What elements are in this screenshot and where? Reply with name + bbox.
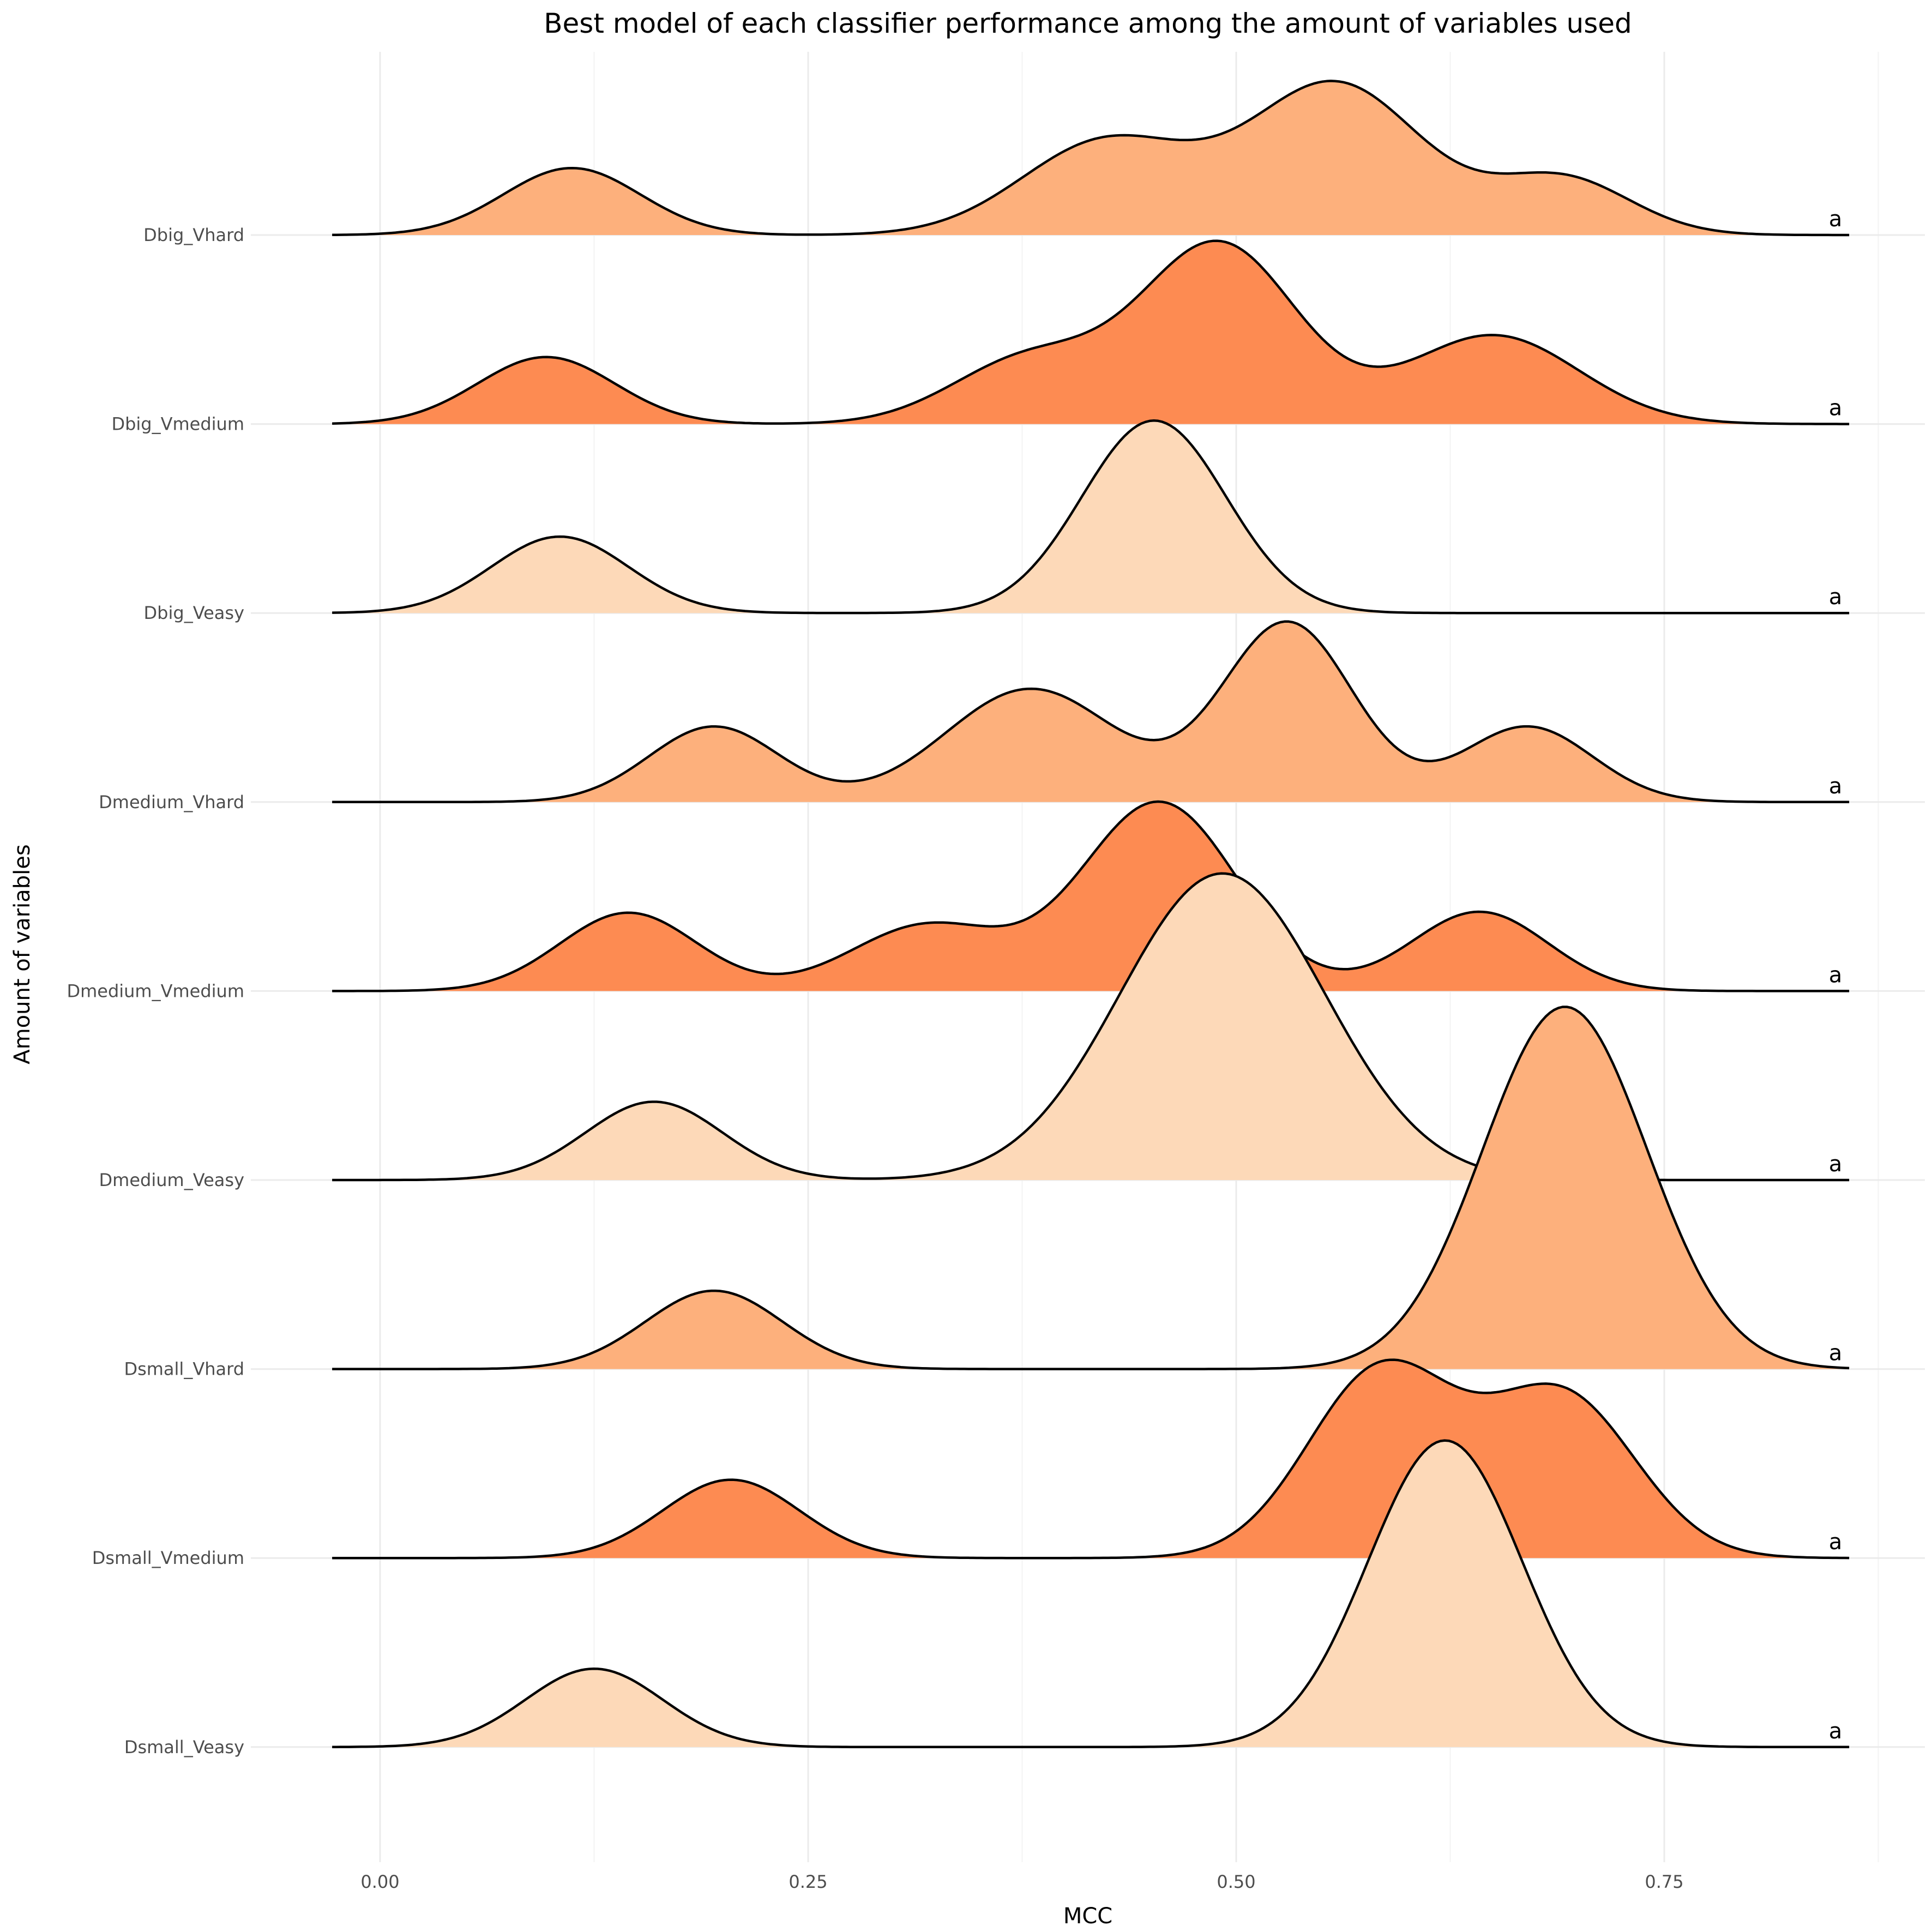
- ridge-Dbig_Veasy: [332, 419, 1850, 615]
- ridge-line-Dsmall_Vhard: [332, 1006, 1850, 1370]
- ridge-fill-Dbig_Vhard: [332, 81, 1850, 235]
- y-tick-Dsmall_Vmedium: Dsmall_Vmedium: [92, 1548, 244, 1568]
- y-tick-Dsmall_Vhard: Dsmall_Vhard: [124, 1359, 244, 1380]
- annotation-Dsmall_Veasy: a: [1829, 1719, 1843, 1744]
- y-tick-Dbig_Veasy: Dbig_Veasy: [144, 603, 244, 623]
- y-tick-Dmedium_Veasy: Dmedium_Veasy: [99, 1170, 244, 1190]
- ridge-line-Dbig_Vmedium: [332, 239, 1850, 425]
- ridge-line-Dmedium_Vhard: [332, 620, 1850, 804]
- ridge-Dmedium_Vmedium: [332, 800, 1850, 992]
- y-tick-Dmedium_Vhard: Dmedium_Vhard: [99, 792, 244, 812]
- ridge-fill-Dmedium_Vmedium: [332, 802, 1850, 991]
- x-tick-0.25: 0.25: [789, 1871, 827, 1892]
- ridge-Dmedium_Vhard: [332, 620, 1850, 804]
- x-axis-title: MCC: [1063, 1904, 1112, 1929]
- ridge-line-Dsmall_Vmedium: [332, 1358, 1850, 1560]
- ridge-Dsmall_Vhard: [332, 1006, 1850, 1370]
- ridge-fill-Dbig_Veasy: [332, 420, 1850, 613]
- y-tick-Dbig_Vhard: Dbig_Vhard: [143, 225, 244, 245]
- annotation-Dsmall_Vmedium: a: [1829, 1530, 1843, 1555]
- y-tick-Dbig_Vmedium: Dbig_Vmedium: [111, 414, 244, 435]
- y-axis-title: Amount of variables: [10, 844, 35, 1064]
- ridge-Dsmall_Veasy: [332, 1439, 1850, 1749]
- x-tick-0.00: 0.00: [360, 1871, 399, 1892]
- x-tick-0.75: 0.75: [1645, 1871, 1683, 1892]
- annotation-Dmedium_Veasy: a: [1829, 1152, 1843, 1177]
- ridge-Dbig_Vhard: [332, 80, 1850, 237]
- ridge-fill-Dbig_Vmedium: [332, 240, 1850, 424]
- ridge-fill-Dmedium_Veasy: [332, 873, 1850, 1180]
- annotation-Dmedium_Vmedium: a: [1829, 962, 1843, 988]
- y-tick-Dmedium_Vmedium: Dmedium_Vmedium: [67, 980, 244, 1001]
- y-tick-Dsmall_Veasy: Dsmall_Veasy: [124, 1737, 244, 1758]
- annotation-Dmedium_Vhard: a: [1829, 774, 1843, 799]
- x-tick-0.50: 0.50: [1217, 1871, 1255, 1892]
- annotation-Dbig_Vhard: a: [1829, 207, 1843, 232]
- annotation-Dbig_Veasy: a: [1829, 585, 1843, 610]
- ridge-line-Dmedium_Vmedium: [332, 800, 1850, 992]
- ridge-line-Dsmall_Veasy: [332, 1439, 1850, 1749]
- ridge-line-Dbig_Veasy: [332, 419, 1850, 615]
- annotation-Dsmall_Vhard: a: [1829, 1341, 1843, 1366]
- tick-labels: aDbig_VhardaDbig_VmediumaDbig_VeasyaDmed…: [67, 207, 1842, 1892]
- ridge-Dbig_Vmedium: [332, 239, 1850, 425]
- annotation-Dbig_Vmedium: a: [1829, 396, 1843, 421]
- ridges: [332, 80, 1850, 1749]
- ridge-fill-Dsmall_Vhard: [332, 1007, 1850, 1369]
- ridge-fill-Dsmall_Veasy: [332, 1440, 1850, 1747]
- chart-title: Best model of each classifier performanc…: [544, 8, 1632, 39]
- ridge-line-Dbig_Vhard: [332, 80, 1850, 237]
